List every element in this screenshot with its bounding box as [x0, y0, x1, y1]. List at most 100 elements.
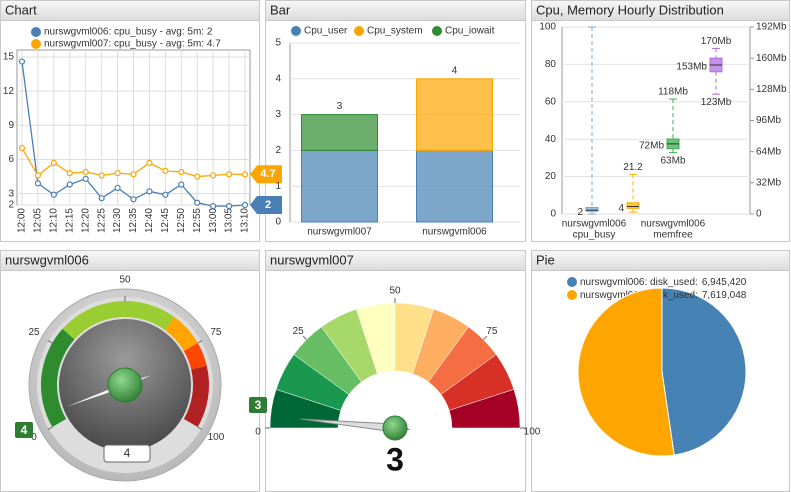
total-label: 4	[452, 65, 458, 76]
point	[178, 168, 185, 176]
legend-label: Cpu_user	[304, 26, 348, 37]
gauge-tick	[197, 426, 203, 430]
gauge-tick-label: 75	[210, 327, 222, 338]
y2-tick-label: 32Mb	[756, 177, 781, 188]
bar-segment	[416, 78, 493, 151]
legend-label: nurswgvml007: cpu_busy - avg: 5m: 4.7	[44, 39, 221, 50]
x-tick-label: 12:10	[48, 208, 59, 233]
value-label: 123Mb	[701, 97, 732, 108]
legend-label: Cpu_system	[367, 26, 423, 37]
x-tick-label: memfree	[653, 230, 693, 241]
x-tick-label: 12:45	[160, 208, 171, 233]
legend-marker	[291, 26, 301, 36]
point	[130, 171, 137, 178]
x-tick-label: 13:05	[224, 208, 235, 233]
bar-segment	[301, 114, 378, 151]
value-label: 153Mb	[676, 62, 707, 73]
point	[146, 188, 153, 195]
point	[34, 172, 42, 179]
gauge-tick	[197, 340, 203, 344]
point	[98, 195, 105, 202]
panel-header	[0, 250, 260, 271]
point	[114, 184, 121, 192]
callout-label: 4.7	[260, 168, 275, 180]
gauge-tick-label: 0	[255, 427, 261, 438]
panel-header	[265, 0, 526, 21]
value-label: 72Mb	[639, 141, 664, 152]
x-tick-label: 13:10	[240, 208, 251, 233]
gauge-tick-label: 0	[31, 432, 37, 443]
value-label: 2	[577, 207, 583, 218]
x-tick-label: nurswgvml007	[307, 227, 372, 238]
y-tick-label: 9	[8, 120, 14, 131]
legend-marker	[354, 26, 364, 36]
gauge-tick-label: 25	[29, 327, 41, 338]
y-tick-label: 0	[275, 217, 281, 228]
legend-label: nurswgvml006: disk_used: 6,945,420	[580, 277, 747, 288]
panel	[0, 0, 260, 242]
y-tick-label: 1	[275, 181, 281, 192]
x-tick-label: 12:50	[176, 208, 187, 233]
gauge-band	[183, 343, 207, 370]
y-tick-label: 0	[550, 209, 556, 220]
point	[50, 159, 57, 166]
x-tick-label: 12:25	[96, 208, 107, 233]
panel-header	[531, 250, 790, 271]
legend-label: nurswgvml007: disk_used: 7,619,048	[580, 290, 747, 301]
point	[162, 191, 169, 198]
gauge-tick	[47, 340, 53, 344]
value-badge-label: 4	[21, 423, 28, 437]
gauge-tick-label: 75	[486, 326, 498, 337]
point	[210, 172, 217, 179]
panel-header	[531, 0, 790, 21]
panel-title: Pie	[536, 252, 555, 267]
value-label: 118Mb	[658, 87, 688, 98]
gauge-tick	[302, 335, 307, 340]
y-tick-label: 20	[545, 171, 557, 182]
gauge-tick-label: 50	[119, 275, 131, 286]
point	[178, 181, 185, 188]
value-label: 63Mb	[660, 155, 685, 166]
point	[130, 196, 137, 203]
gauge-pivot	[382, 415, 408, 441]
bar-segment	[301, 149, 378, 223]
pie-slice	[661, 287, 747, 456]
value-badge	[249, 397, 267, 413]
gauge-tick-label: 50	[389, 286, 401, 297]
y-tick-label: 40	[545, 134, 557, 145]
gauge-needle	[300, 418, 411, 433]
callout	[250, 165, 282, 184]
x-tick-label: cpu_busy	[573, 230, 616, 241]
y-tick-label: 60	[545, 96, 557, 107]
y2-tick-label: 128Mb	[756, 84, 787, 95]
legend-label: nurswgvml006: cpu_busy - avg: 5m: 2	[44, 27, 213, 38]
legend-marker	[567, 277, 577, 287]
y-tick-label: 2	[8, 200, 14, 211]
pie-slice	[577, 287, 675, 457]
value-display	[103, 444, 151, 463]
panel-title: Chart	[5, 2, 37, 17]
y2-tick-label: 0	[756, 209, 762, 220]
x-tick-label: 12:15	[64, 208, 75, 233]
callout-label: 2	[265, 199, 271, 211]
gauge-band	[164, 317, 198, 351]
callout	[250, 196, 282, 214]
y2-tick-label: 64Mb	[756, 146, 781, 157]
x-tick-label: 13:00	[208, 208, 219, 233]
box	[626, 202, 640, 209]
y-tick-label: 3	[275, 109, 281, 120]
panel-title: Cpu, Memory Hourly Distribution	[536, 2, 724, 17]
value-label: 3	[386, 441, 404, 477]
panel-title: nurswgvml007	[270, 252, 354, 267]
y2-tick-label: 192Mb	[756, 22, 787, 33]
value-badge-label: 3	[255, 398, 262, 412]
panel-title: Bar	[270, 2, 291, 17]
point	[225, 203, 233, 210]
x-tick-label: nurswgvml006	[422, 227, 487, 238]
gauge-tick-label: 100	[208, 432, 225, 443]
legend-name: nurswgvml006: disk_used:	[580, 277, 698, 288]
value-label: 21.2	[623, 162, 643, 173]
x-tick-label: 12:40	[144, 208, 155, 233]
point	[146, 159, 153, 166]
